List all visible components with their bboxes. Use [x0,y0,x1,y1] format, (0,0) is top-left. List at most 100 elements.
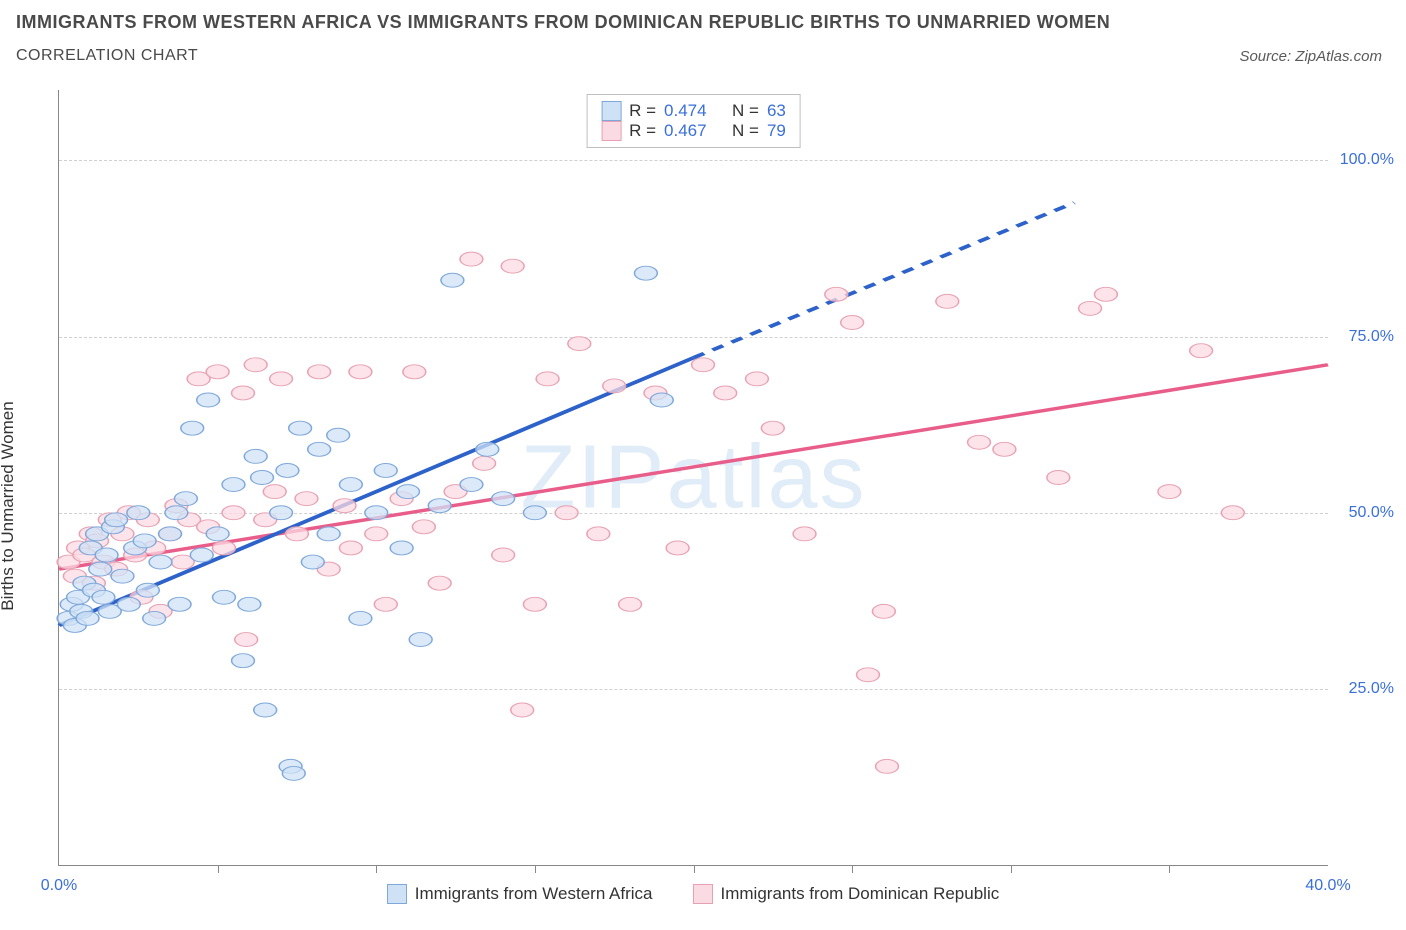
data-point [761,421,784,435]
n-label: N = [732,121,759,141]
data-point [523,506,546,520]
data-point [1190,344,1213,358]
data-point [327,428,350,442]
data-point [568,337,591,351]
data-point [603,379,626,393]
data-point [825,287,848,301]
data-point [301,555,324,569]
data-point [349,611,372,625]
chart-title: IMMIGRANTS FROM WESTERN AFRICA VS IMMIGR… [16,12,1390,33]
data-point [282,766,305,780]
x-tick [852,865,853,873]
swatch-pink-icon [693,884,713,904]
stats-legend: R = 0.474 N = 63 R = 0.467 N = 79 [586,94,801,148]
data-point [232,386,255,400]
data-point [222,478,245,492]
data-point [232,654,255,668]
data-point [308,442,331,456]
data-point [746,372,769,386]
data-point [270,506,293,520]
stats-row-pink: R = 0.467 N = 79 [601,121,786,141]
n-value: 63 [767,101,786,121]
chart-area: Births to Unmarried Women ZIPatlas R = 0… [18,90,1398,922]
data-point [511,703,534,717]
x-tick [694,865,695,873]
data-point [555,506,578,520]
data-point [89,562,112,576]
data-point [857,668,880,682]
data-point [587,527,610,541]
data-point [222,506,245,520]
data-point [473,456,496,470]
data-point [238,597,261,611]
series-legend: Immigrants from Western Africa Immigrant… [58,884,1328,904]
data-point [390,541,413,555]
data-point [190,548,213,562]
data-point [412,520,435,534]
data-point [349,365,372,379]
data-point [197,393,220,407]
data-point [501,259,524,273]
legend-item-blue: Immigrants from Western Africa [387,884,653,904]
data-point [993,442,1016,456]
swatch-blue-icon [387,884,407,904]
data-point [365,527,388,541]
data-point [133,534,156,548]
data-point [428,499,451,513]
data-point [876,759,899,773]
data-point [213,541,236,555]
data-point [936,294,959,308]
x-tick [1011,865,1012,873]
data-point [286,527,309,541]
data-point [127,506,150,520]
r-value: 0.474 [664,101,707,121]
y-axis-label: Births to Unmarried Women [0,401,18,610]
data-point [619,597,642,611]
data-point [95,548,118,562]
data-point [339,478,362,492]
data-point [339,541,362,555]
data-point [105,513,128,527]
data-point [295,492,318,506]
x-tick [376,865,377,873]
data-point [111,569,134,583]
data-point [1047,471,1070,485]
data-point [270,372,293,386]
data-point [1079,301,1102,315]
data-point [365,506,388,520]
n-label: N = [732,101,759,121]
data-point [536,372,559,386]
data-point [254,703,277,717]
data-point [168,597,191,611]
data-point [872,604,895,618]
data-point [666,541,689,555]
r-label: R = [629,121,656,141]
n-value: 79 [767,121,786,141]
data-point [1095,287,1118,301]
data-point [1158,485,1181,499]
y-tick-label: 50.0% [1334,504,1394,522]
data-point [374,463,397,477]
data-point [428,576,451,590]
data-point [206,527,229,541]
data-point [714,386,737,400]
data-point [968,435,991,449]
data-point [492,492,515,506]
data-point [460,478,483,492]
data-point [374,597,397,611]
data-point [308,365,331,379]
data-point [251,471,274,485]
data-point [76,611,99,625]
swatch-pink-icon [601,121,621,141]
data-point [793,527,816,541]
r-label: R = [629,101,656,121]
data-point [136,583,159,597]
data-point [159,527,182,541]
data-point [244,358,267,372]
data-point [181,421,204,435]
data-point [174,492,197,506]
data-point [235,633,258,647]
data-point [1221,506,1244,520]
data-point [492,548,515,562]
data-point [441,273,464,287]
